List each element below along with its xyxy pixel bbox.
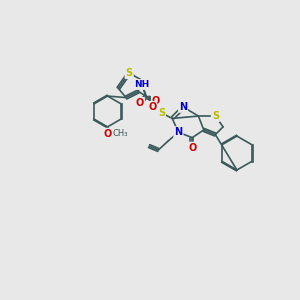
- Text: O: O: [152, 96, 160, 106]
- Text: O: O: [148, 102, 156, 112]
- Text: N: N: [179, 102, 187, 112]
- Text: NH: NH: [135, 80, 150, 89]
- Text: CH₃: CH₃: [113, 129, 128, 138]
- Text: S: S: [158, 108, 165, 118]
- Text: O: O: [188, 143, 196, 153]
- Text: S: S: [125, 68, 133, 78]
- Text: S: S: [212, 111, 219, 121]
- Text: N: N: [174, 127, 182, 137]
- Text: O: O: [103, 129, 112, 139]
- Text: O: O: [136, 98, 144, 108]
